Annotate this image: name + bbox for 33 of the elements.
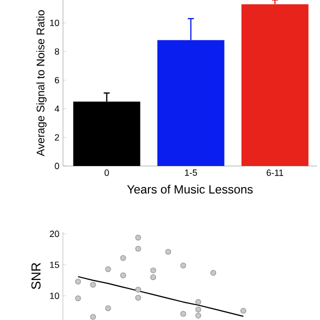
y-tick-label: 4 [54,106,60,112]
point [195,299,202,305]
point [135,294,141,301]
y-axis-title: Average Signal to Noise Ratio [36,10,47,156]
point [120,255,126,261]
y-tick-label: 0 [54,162,60,170]
y-tick-label: 10 [50,20,60,26]
y-tick-label: 2 [54,134,60,141]
point [105,266,111,272]
y-tick-label: 10 [50,292,60,300]
point [90,282,96,288]
y-tick-label: 20 [50,230,60,238]
point [120,272,126,278]
point [150,268,156,274]
x-tick-label: 6-11 [266,170,284,176]
point [165,248,172,255]
x-tick-label: 0 [104,170,109,176]
point [210,270,216,276]
point [75,278,81,284]
point [135,234,141,240]
x-axis-title: Years of Music Lessons [127,184,253,194]
y-tick-label: 8 [54,48,60,55]
y-tick-label: 6 [54,76,60,84]
point [195,306,202,312]
y-axis-title: SNR [31,262,41,290]
y-tick-label: 15 [50,262,60,268]
point [180,262,186,268]
x-tick-label: 1-5 [185,170,197,176]
point [150,274,156,280]
bar [241,4,308,166]
point [105,305,111,312]
point [135,246,141,252]
point [75,295,81,302]
